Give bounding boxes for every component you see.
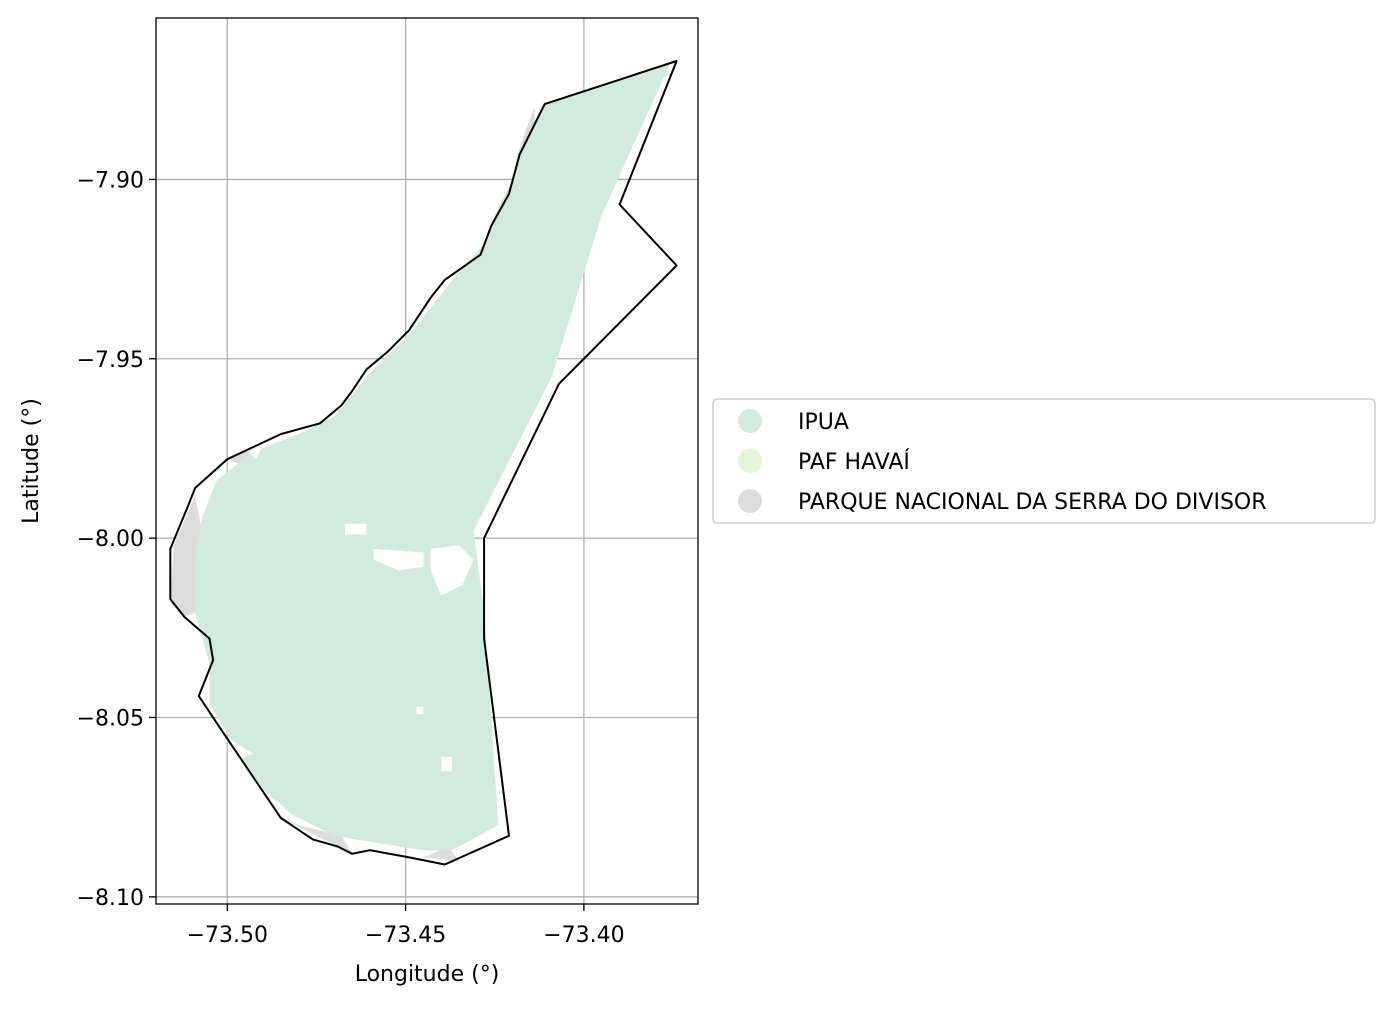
- x-tick-label: −73.50: [187, 923, 268, 948]
- legend-marker: [738, 409, 762, 433]
- uncovered-area: [373, 548, 424, 571]
- legend-box: [712, 398, 1376, 524]
- y-tick-label: −7.90: [77, 168, 144, 193]
- y-axis-ticks: −7.90 −7.95 −8.00 −8.05 −8.10: [77, 168, 156, 911]
- uncovered-area: [441, 756, 452, 772]
- y-tick-label: −8.00: [77, 527, 144, 552]
- y-tick-label: −8.10: [77, 886, 144, 911]
- regions: [169, 60, 678, 866]
- y-axis-label: Latitude (°): [19, 398, 44, 524]
- uncovered-area: [345, 523, 367, 535]
- ipua-region: [195, 64, 670, 851]
- legend-marker: [738, 449, 762, 473]
- legend-label: IPUA: [798, 410, 849, 435]
- y-tick-label: −8.05: [77, 706, 144, 731]
- x-axis-ticks: −73.50 −73.45 −73.40: [187, 904, 625, 948]
- legend-entries: IPUA PAF HAVAÍ PARQUE NACIONAL DA SERRA DO…: [738, 409, 1267, 515]
- parque-region: [280, 817, 353, 854]
- x-tick-label: −73.45: [365, 923, 446, 948]
- y-tick-label: −7.95: [77, 348, 144, 373]
- plot-area: [155, 17, 699, 905]
- legend-label: PAF HAVAÍ: [798, 449, 910, 475]
- legend-label: PARQUE NACIONAL DA SERRA DO DIVISOR: [798, 490, 1267, 515]
- uncovered-area: [223, 735, 253, 761]
- uncovered-area: [430, 545, 474, 596]
- uncovered-area: [416, 706, 424, 714]
- legend: IPUA PAF HAVAÍ PARQUE NACIONAL DA SERRA DO…: [712, 398, 1376, 524]
- x-tick-label: −73.40: [543, 923, 624, 948]
- uncovered-area: [248, 444, 263, 460]
- x-axis-label: Longitude (°): [355, 962, 500, 987]
- plot-frame: [155, 17, 699, 905]
- boundary-outline: [169, 60, 678, 866]
- legend-marker: [738, 489, 762, 513]
